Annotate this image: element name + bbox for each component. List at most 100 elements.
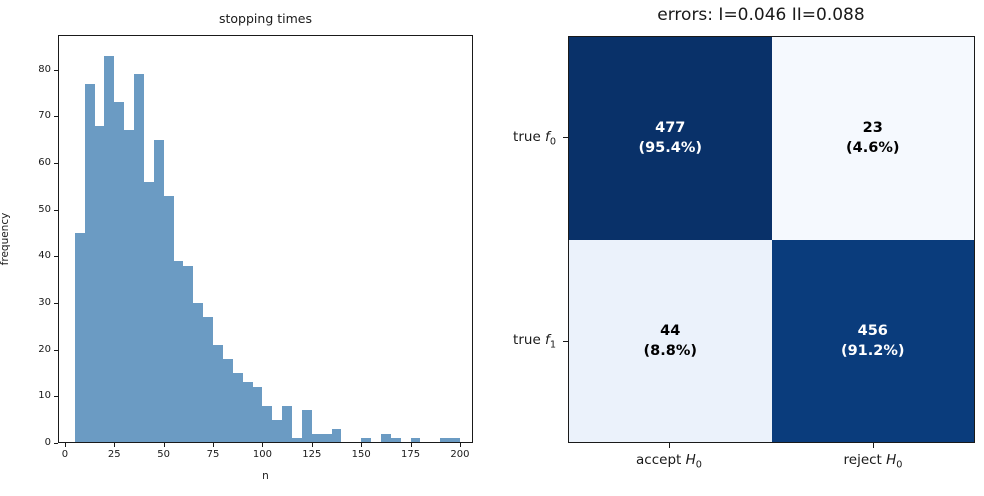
y-tick xyxy=(54,256,58,258)
histogram-bar xyxy=(104,55,115,443)
row-label-true-f1: true f1 xyxy=(436,332,556,351)
histogram-bar xyxy=(410,438,421,443)
cell-count: 477 xyxy=(655,120,686,137)
histogram-bar xyxy=(361,438,372,443)
y-tick-label: 0 xyxy=(44,437,51,448)
histogram-bar xyxy=(380,433,391,443)
y-tick xyxy=(54,69,58,71)
histogram-bar xyxy=(213,344,223,443)
row-label-symbol: f xyxy=(545,332,550,348)
x-tick-label: 50 xyxy=(157,449,171,460)
col-tick-reject xyxy=(873,443,874,448)
x-tick xyxy=(114,443,116,447)
y-tick-label: 50 xyxy=(38,203,51,215)
histogram-bar xyxy=(390,438,401,443)
cell-percent: (4.6%) xyxy=(846,140,900,157)
histogram-xlabel: n xyxy=(262,470,269,482)
histogram-bar xyxy=(143,181,154,443)
row-label-prefix: true xyxy=(513,129,546,145)
y-tick-label: 40 xyxy=(38,250,51,262)
y-tick xyxy=(54,349,58,351)
confusion-matrix: 477 (95.4%) 23 (4.6%) 44 (8.8%) 456 (91.… xyxy=(568,36,975,443)
cell-true-f0-reject: 23 (4.6%) xyxy=(771,37,974,240)
row-label-prefix: true xyxy=(513,332,546,348)
row-tick-f1 xyxy=(563,341,568,342)
x-tick-label: 150 xyxy=(351,449,371,460)
histogram-bar xyxy=(292,438,302,443)
cell-percent: (91.2%) xyxy=(840,342,905,359)
x-tick xyxy=(459,443,461,447)
y-tick-label: 70 xyxy=(38,110,51,122)
row-label-symbol: f xyxy=(545,129,550,145)
histogram-bar xyxy=(272,419,283,443)
y-tick xyxy=(54,302,58,304)
x-tick xyxy=(163,443,165,447)
col-label-subscript: 0 xyxy=(896,459,903,471)
cell-percent: (95.4%) xyxy=(638,140,703,157)
histogram-bar xyxy=(153,139,164,443)
y-tick-label: 80 xyxy=(38,63,51,75)
x-tick xyxy=(262,443,264,447)
confusion-matrix-title: errors: I=0.046 II=0.088 xyxy=(657,5,865,25)
x-tick xyxy=(213,443,215,447)
y-tick-label: 60 xyxy=(38,156,51,168)
histogram-bar xyxy=(311,433,322,443)
histogram-bar xyxy=(321,433,332,443)
histogram-bar xyxy=(222,358,233,443)
histogram-bar xyxy=(114,102,125,443)
cell-count: 44 xyxy=(660,322,681,339)
histogram-bar xyxy=(124,130,135,443)
y-tick xyxy=(54,162,58,164)
x-tick xyxy=(361,443,363,447)
cell-true-f1-reject: 456 (91.2%) xyxy=(771,239,974,442)
histogram-bar xyxy=(94,125,105,443)
col-label-accept-h0: accept H0 xyxy=(579,452,759,471)
cell-true-f0-accept: 477 (95.4%) xyxy=(569,37,772,240)
histogram-ylabel: frequency xyxy=(0,212,11,266)
x-tick-label: 100 xyxy=(252,449,272,460)
y-tick-label: 10 xyxy=(38,390,51,402)
col-label-subscript: 0 xyxy=(695,459,702,471)
histogram-bar xyxy=(242,382,253,443)
x-tick-label: 0 xyxy=(61,449,69,460)
histogram-bar xyxy=(252,386,263,443)
row-label-true-f0: true f0 xyxy=(436,129,556,148)
x-tick xyxy=(64,443,66,447)
x-tick-label: 75 xyxy=(206,449,220,460)
cell-true-f1-accept: 44 (8.8%) xyxy=(569,239,772,442)
histogram-bar xyxy=(282,405,293,443)
cell-percent: (8.8%) xyxy=(643,342,697,359)
y-tick-label: 20 xyxy=(38,343,51,355)
cell-count: 456 xyxy=(857,322,888,339)
col-label-symbol: H xyxy=(886,452,897,468)
col-label-reject-h0: reject H0 xyxy=(783,452,963,471)
cell-count: 23 xyxy=(862,120,883,137)
histogram-title: stopping times xyxy=(219,11,312,26)
histogram-bar xyxy=(440,438,451,443)
y-tick xyxy=(54,116,58,118)
histogram-bar xyxy=(84,83,95,443)
histogram-bar xyxy=(163,195,174,443)
x-tick xyxy=(311,443,313,447)
x-tick xyxy=(410,443,412,447)
histogram-bar xyxy=(232,372,243,443)
x-tick-label: 25 xyxy=(107,449,121,460)
histogram-bar xyxy=(262,405,273,443)
histogram-bar xyxy=(74,232,85,443)
histogram-bar xyxy=(203,316,214,443)
x-tick-label: 200 xyxy=(450,449,470,460)
row-label-subscript: 0 xyxy=(549,136,556,148)
row-label-subscript: 1 xyxy=(549,339,556,351)
histogram-bar xyxy=(173,260,184,443)
y-tick xyxy=(54,396,58,398)
y-tick xyxy=(54,443,58,444)
col-label-symbol: H xyxy=(685,452,696,468)
histogram-bar xyxy=(134,74,144,443)
histogram-bar xyxy=(450,438,460,443)
col-label-prefix: reject xyxy=(843,452,887,468)
col-label-prefix: accept xyxy=(636,452,686,468)
col-tick-accept xyxy=(669,443,670,448)
histogram-bar xyxy=(301,410,312,443)
x-tick-label: 175 xyxy=(401,449,421,460)
